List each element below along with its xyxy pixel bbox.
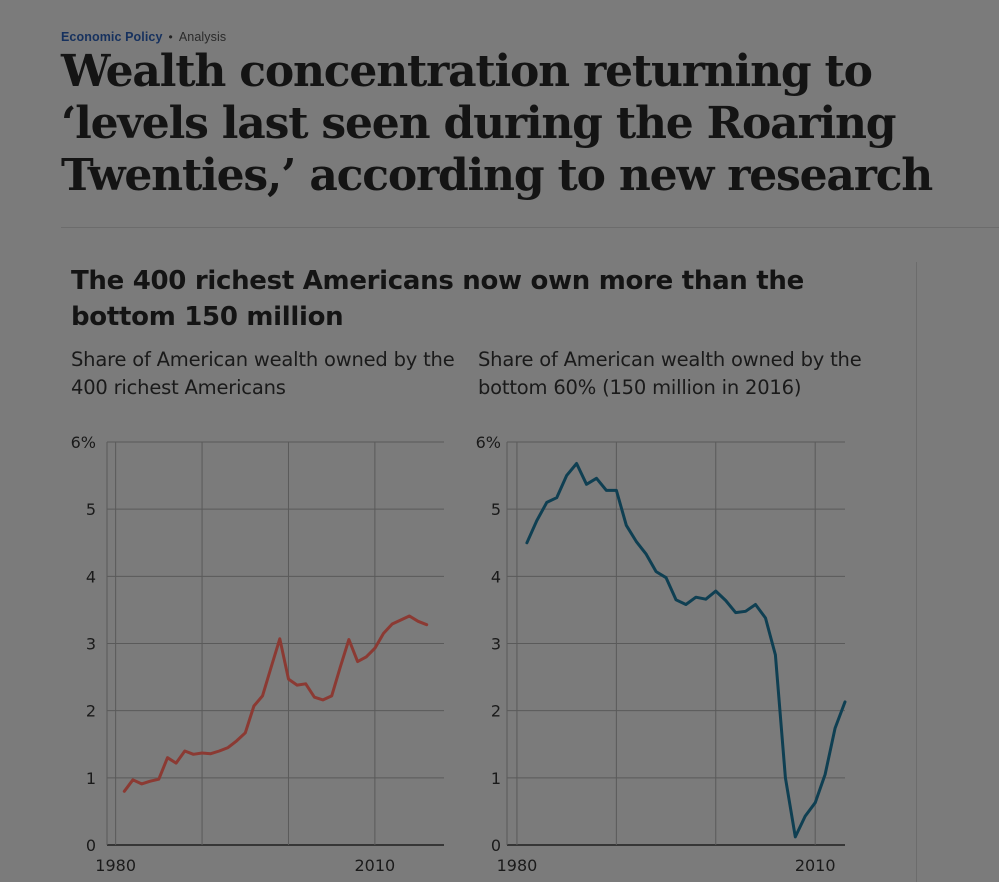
x-tick-label: 2010	[795, 856, 836, 875]
section-link[interactable]: Economic Policy	[61, 30, 163, 44]
x-tick-label: 1980	[497, 856, 538, 875]
right-chart: 0 1 2 3 4 5 6% 1980 2010	[476, 433, 847, 875]
left-chart: 0 1 2 3 4 5 6% 1980 2010	[71, 433, 444, 875]
headline: Wealth concentration returning to ‘level…	[61, 46, 933, 201]
y-tick-label: 5	[491, 500, 501, 519]
y-tick-label: 2	[491, 702, 501, 721]
y-tick-label: 0	[86, 836, 96, 855]
y-tick-label: 6%	[71, 433, 96, 452]
y-tick-label: 1	[491, 769, 501, 788]
article-kicker: Economic Policy • Analysis	[61, 30, 226, 44]
y-tick-label: 4	[86, 567, 96, 586]
y-tick-label: 2	[86, 702, 96, 721]
series-line	[525, 462, 847, 839]
y-tick-label: 4	[491, 567, 501, 586]
y-tick-label: 1	[86, 769, 96, 788]
x-tick-label: 2010	[355, 856, 396, 875]
y-tick-label: 3	[491, 635, 501, 654]
y-tick-label: 0	[491, 836, 501, 855]
right-chart-subtitle: Share of American wealth owned by the bo…	[478, 348, 862, 399]
article-type-label: Analysis	[178, 30, 227, 44]
kicker-separator: •	[168, 30, 173, 44]
column-divider	[916, 262, 917, 882]
series-line	[122, 614, 429, 793]
y-tick-label: 3	[86, 635, 96, 654]
left-chart-subtitle: Share of American wealth owned by the 40…	[71, 348, 455, 399]
headline-divider	[61, 227, 999, 228]
y-tick-label: 5	[86, 500, 96, 519]
figure-title: The 400 richest Americans now own more t…	[71, 266, 804, 332]
y-tick-label: 6%	[476, 433, 501, 452]
x-tick-label: 1980	[95, 856, 136, 875]
